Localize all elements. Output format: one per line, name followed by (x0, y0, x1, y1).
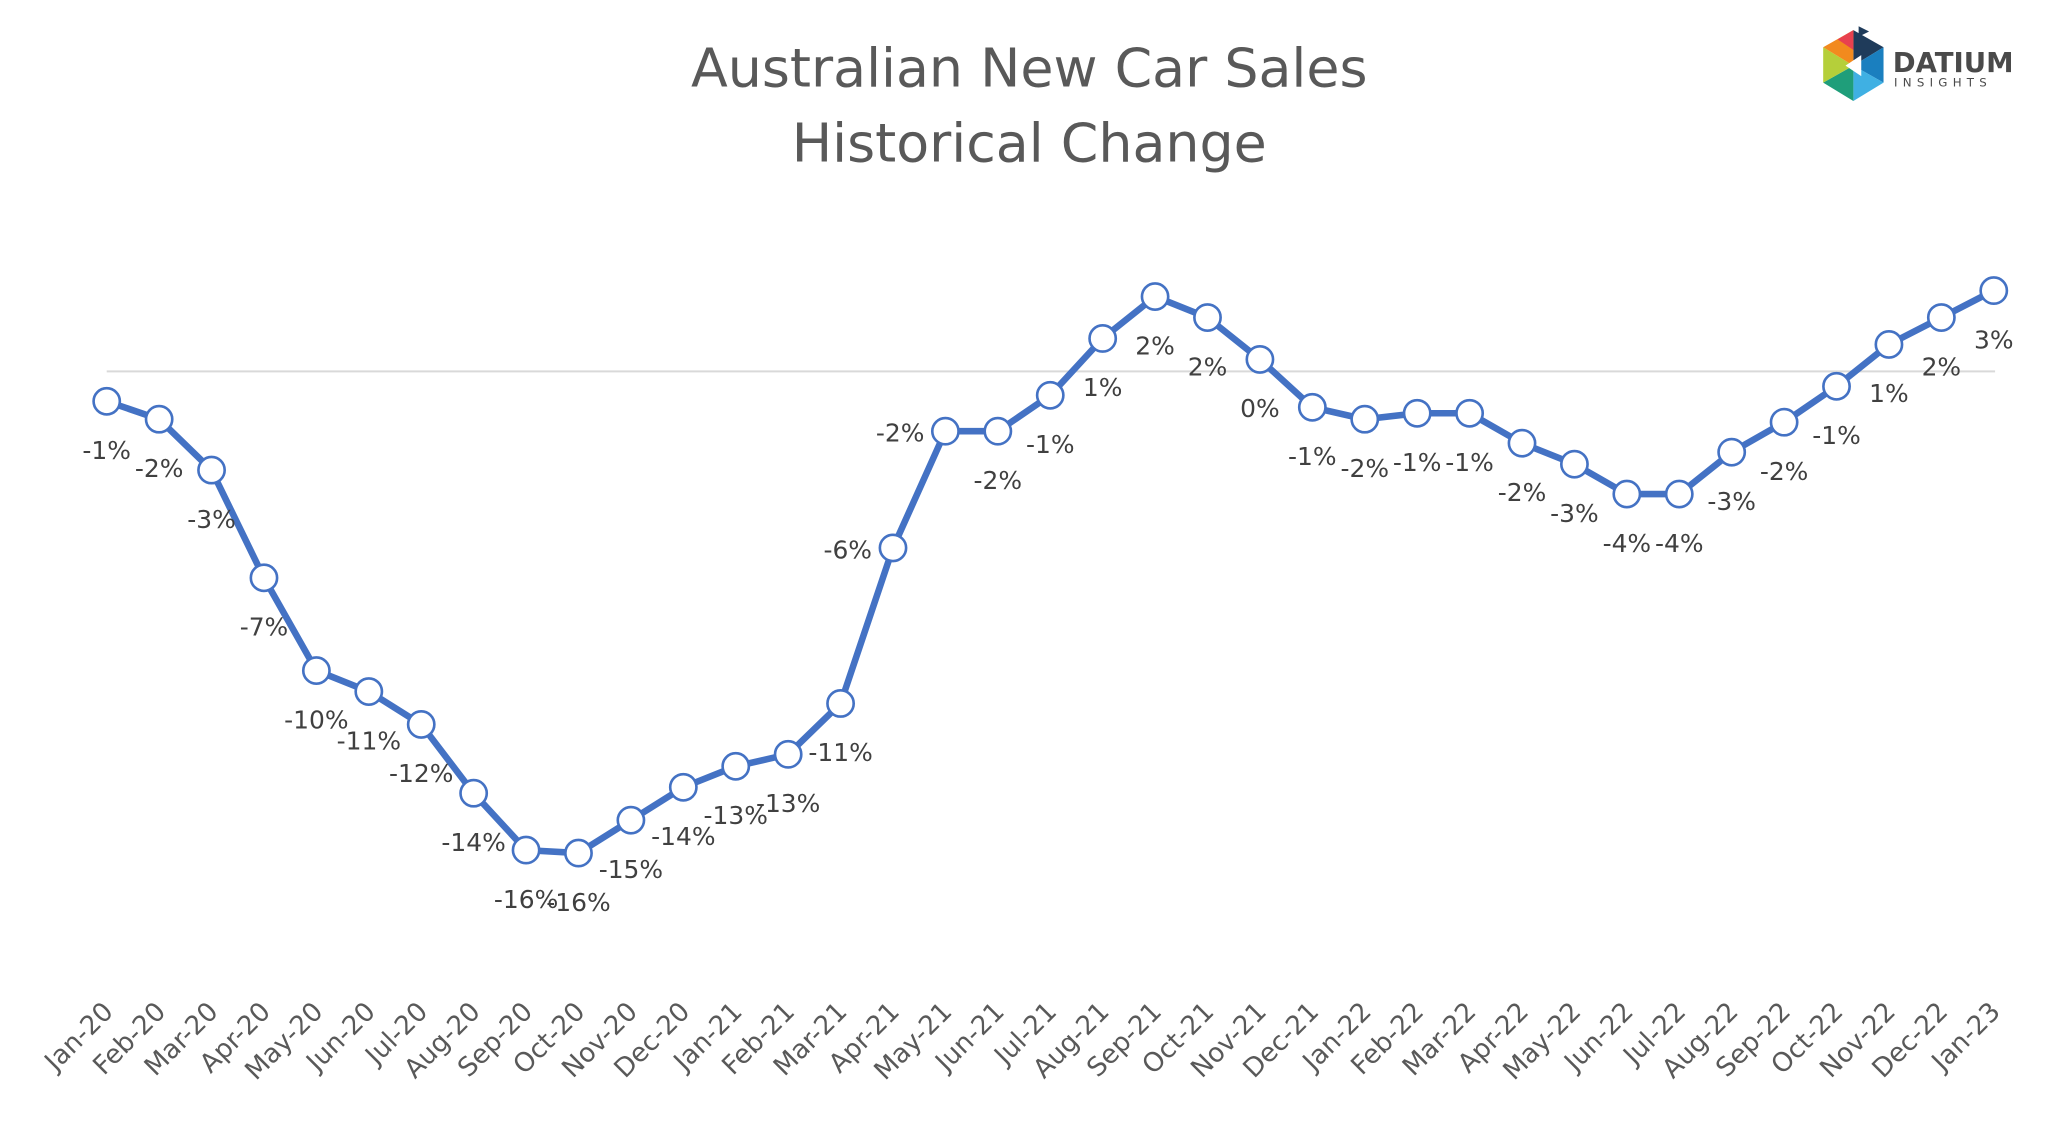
data-point (1402, 398, 1432, 428)
data-label: -10% (284, 705, 348, 734)
data-label: -1% (82, 436, 131, 465)
data-label: -3% (1707, 487, 1756, 516)
data-label: -3% (1550, 499, 1599, 528)
data-point (1193, 303, 1222, 332)
data-point (826, 689, 856, 718)
data-label: 1% (1083, 373, 1123, 402)
data-point (406, 709, 436, 739)
data-label: -1% (1026, 430, 1075, 459)
data-label: -2% (1340, 454, 1389, 483)
data-label: -7% (240, 613, 289, 642)
data-label: -2% (135, 454, 184, 483)
data-label: -16% (546, 888, 610, 917)
data-point (773, 739, 803, 769)
data-label: -2% (1498, 478, 1547, 507)
chart-title-line-1: Australian New Car Sales (691, 37, 1368, 100)
data-point (878, 533, 908, 563)
data-point (1822, 371, 1851, 401)
data-label: -11% (808, 738, 872, 767)
data-point (668, 772, 698, 802)
chart-title-line-2: Historical Change (792, 111, 1267, 174)
data-point (1664, 479, 1694, 509)
data-point (1612, 479, 1642, 509)
data-point (721, 751, 751, 781)
data-point (92, 386, 122, 416)
data-label: -1% (1393, 448, 1442, 477)
data-point (564, 838, 593, 868)
data-label: -3% (187, 505, 236, 534)
data-point (930, 416, 960, 446)
data-point (1350, 404, 1380, 434)
data-point (511, 835, 541, 865)
data-label: 2% (1135, 331, 1175, 360)
data-point (1088, 324, 1118, 353)
data-point (459, 778, 489, 808)
data-label: -13% (704, 801, 768, 830)
data-point (616, 805, 646, 835)
data-label: 3% (1974, 325, 2014, 354)
data-label: -2% (1760, 457, 1809, 486)
data-label: 0% (1240, 394, 1280, 423)
data-point (1297, 392, 1327, 422)
data-point (1507, 428, 1537, 458)
data-point (1874, 330, 1904, 359)
data-label: -2% (974, 466, 1023, 495)
data-label: -14% (441, 828, 505, 857)
data-label: -4% (1655, 529, 1704, 558)
data-label: 2% (1188, 352, 1228, 381)
data-label: -1% (1812, 421, 1861, 450)
data-label: -16% (494, 885, 558, 914)
data-point (1559, 449, 1589, 479)
data-point (1769, 407, 1799, 437)
data-point (1245, 344, 1275, 374)
data-point (1717, 437, 1747, 467)
data-point (1979, 276, 2009, 306)
data-label: -13% (756, 789, 820, 818)
data-point (1455, 398, 1485, 428)
data-label: -1% (1288, 442, 1337, 471)
data-point (983, 416, 1013, 446)
data-point (1140, 282, 1170, 312)
data-label: -14% (651, 822, 715, 851)
logo-name: DATIUM (1893, 47, 2014, 79)
datium-logo: DATIUM INSIGHTS (1823, 26, 2014, 102)
data-point (1035, 380, 1065, 410)
data-point (197, 455, 226, 485)
data-point (1926, 303, 1956, 332)
data-label: -4% (1603, 529, 1652, 558)
data-point (354, 677, 384, 706)
data-label: -12% (389, 759, 453, 788)
data-label: -6% (823, 535, 872, 564)
data-label: 2% (1922, 352, 1962, 381)
logo-sub: INSIGHTS (1894, 76, 1992, 90)
data-point (301, 656, 331, 686)
data-label: -15% (599, 855, 663, 884)
data-label: -2% (876, 419, 925, 448)
data-label: -11% (337, 726, 401, 755)
data-label: -1% (1445, 448, 1494, 477)
data-label: 1% (1869, 379, 1909, 408)
data-point (144, 404, 174, 434)
data-point (249, 563, 279, 593)
